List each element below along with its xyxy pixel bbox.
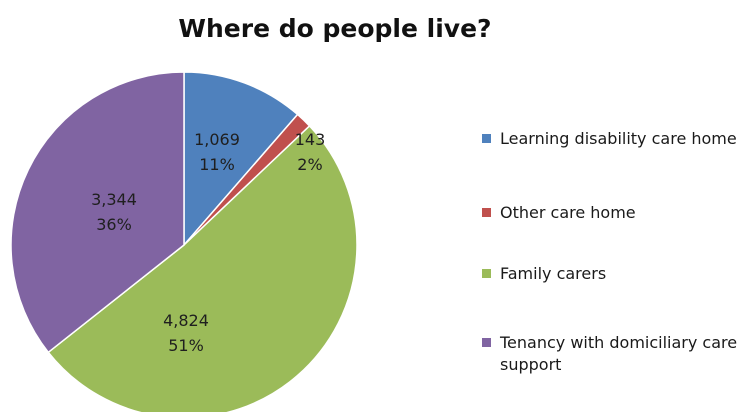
slice-value-label: 143 <box>295 130 326 149</box>
slice-percent-label: 36% <box>96 215 132 234</box>
slice-value-label: 1,069 <box>194 130 240 149</box>
legend-item: Tenancy with domiciliary care support <box>482 332 740 376</box>
legend-swatch <box>482 269 491 278</box>
slice-percent-label: 11% <box>199 155 235 174</box>
legend-item: Other care home <box>482 202 740 224</box>
pie-slice <box>10 71 185 354</box>
legend-item: Learning disability care home <box>482 128 740 150</box>
legend-swatch <box>482 208 491 217</box>
legend-label: Other care home <box>500 203 636 222</box>
legend-label: Learning disability care home <box>500 129 737 148</box>
slice-value-label: 3,344 <box>91 190 137 209</box>
legend-label: Family carers <box>500 264 607 283</box>
pie-slice <box>47 124 358 412</box>
legend-item: Family carers <box>482 263 740 285</box>
legend-swatch <box>482 338 491 347</box>
legend-swatch <box>482 134 491 143</box>
slice-value-label: 4,824 <box>163 311 209 330</box>
legend-label: Tenancy with domiciliary care support <box>500 333 738 374</box>
slice-percent-label: 51% <box>168 336 204 355</box>
pie-slice <box>183 71 299 248</box>
slice-percent-label: 2% <box>297 155 322 174</box>
chart-title: Where do people live? <box>178 14 492 43</box>
